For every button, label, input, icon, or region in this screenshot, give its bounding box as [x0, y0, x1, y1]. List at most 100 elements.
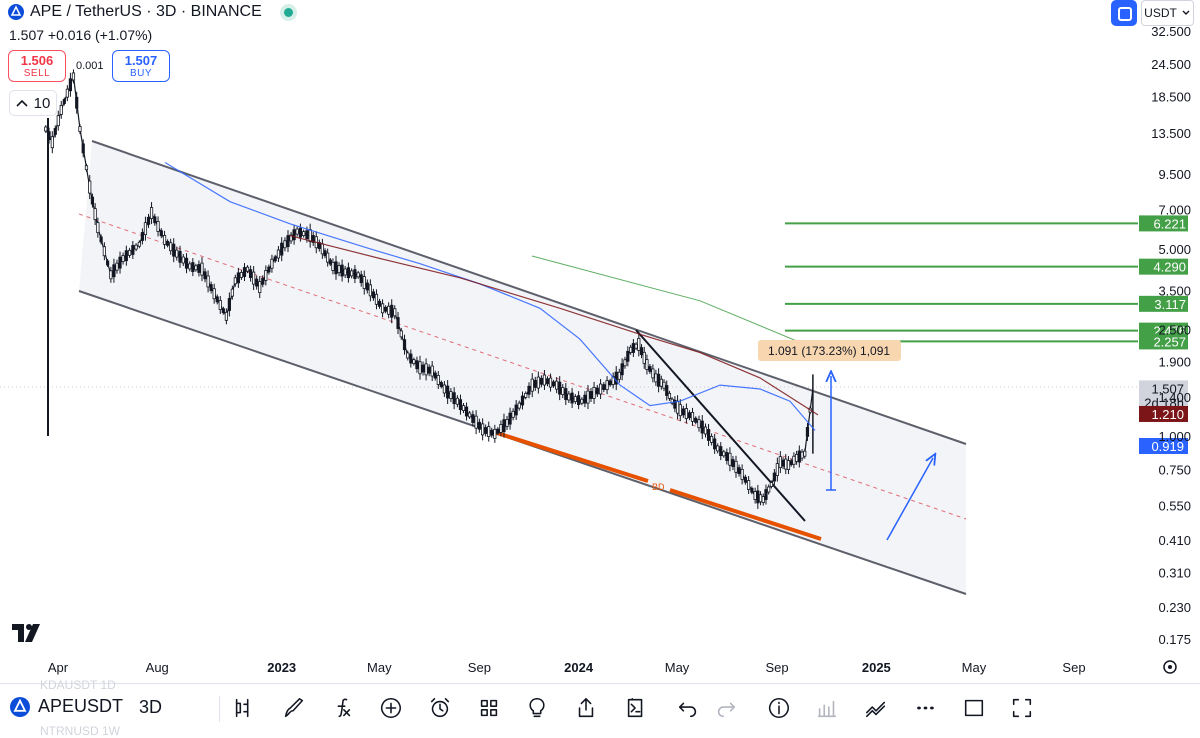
candle-body [121, 255, 125, 262]
candle-body [753, 491, 757, 501]
trend-button[interactable] [863, 695, 889, 721]
brush-button[interactable] [281, 695, 307, 721]
timeframe-selector[interactable]: 3D [139, 697, 163, 717]
candle-body [206, 275, 210, 288]
candle-body [442, 384, 446, 394]
price-change: 1.507 +0.016 (+1.07%) [9, 27, 153, 43]
info-icon-glyph [768, 697, 789, 718]
candle-body [131, 245, 135, 255]
auto-scale-button[interactable] [1111, 0, 1137, 26]
candles-button[interactable] [231, 695, 257, 721]
redo-button[interactable] [713, 695, 739, 721]
share-button[interactable] [573, 695, 599, 721]
candle-body [169, 242, 173, 252]
sell-button[interactable]: 1.506 SELL [8, 50, 66, 82]
candle-body [634, 343, 638, 349]
candle-body [191, 262, 195, 272]
candle-body [642, 351, 646, 364]
y-tick-label: 0.410 [1158, 533, 1191, 548]
fullscreen-icon [1012, 698, 1032, 718]
candle-body [474, 415, 478, 429]
replay-button[interactable] [623, 695, 649, 721]
price-badge-label: 1.507 [1151, 381, 1184, 396]
candle-body [697, 419, 701, 429]
idea-bulb-button[interactable] [524, 695, 550, 721]
candle-body [719, 446, 723, 457]
candle-body [775, 463, 779, 476]
toolbar-divider [219, 696, 220, 722]
plus-circle-button[interactable] [378, 695, 404, 721]
brush-icon [284, 697, 304, 718]
candle-body [402, 339, 407, 351]
candle-body [102, 246, 106, 257]
x-tick-label: May [962, 660, 987, 675]
candle-body [614, 371, 618, 385]
candle-body [805, 427, 810, 437]
info-button[interactable] [766, 695, 792, 721]
x-tick-label: Aug [146, 660, 169, 675]
symbol-label: APEUSDT [38, 696, 124, 716]
currency-select[interactable]: USDT [1141, 0, 1194, 26]
y-tick-label: 7.000 [1158, 203, 1191, 218]
y-tick-label: 0.750 [1158, 463, 1191, 478]
fullscreen-button[interactable] [1009, 695, 1035, 721]
candle-body [194, 265, 198, 271]
candle-body [573, 396, 577, 403]
x-tick-label: Apr [48, 660, 69, 675]
candle-body [305, 230, 309, 240]
candle-body [88, 180, 92, 194]
candle-body [159, 230, 163, 237]
candle-body [323, 250, 327, 257]
candle-body [452, 392, 456, 405]
redo-icon [717, 702, 736, 718]
candle-body [758, 494, 763, 503]
candle-body [527, 385, 531, 395]
rectangle-button[interactable] [961, 695, 987, 721]
y-tick-label: 0.230 [1158, 600, 1191, 615]
more-icon [917, 706, 934, 710]
x-tick-label: May [367, 660, 392, 675]
downtrend-line [635, 329, 806, 522]
more-button[interactable] [912, 695, 938, 721]
layout-grid-button[interactable] [476, 695, 502, 721]
candle-body [340, 264, 344, 277]
candle-body [602, 384, 606, 390]
y-tick-label: 5.000 [1158, 242, 1191, 257]
buy-button[interactable]: 1.507 BUY [112, 50, 170, 82]
candle-body [393, 308, 397, 317]
candle-body [505, 419, 509, 427]
bars-button[interactable] [814, 695, 840, 721]
candle-body [156, 221, 160, 232]
candle-body [690, 411, 695, 422]
candle-body [353, 269, 357, 279]
ma-green-line [531, 255, 819, 351]
candle-body [239, 272, 244, 278]
candle-body [651, 368, 655, 379]
candle-body [62, 99, 66, 104]
undo-button[interactable] [675, 695, 701, 721]
candle-body [542, 374, 547, 386]
x-tick-label: Sep [468, 660, 491, 675]
alarm-button[interactable] [427, 695, 453, 721]
candle-body [654, 373, 658, 383]
candle-body [795, 453, 799, 462]
candle-body [71, 72, 76, 81]
candle-body [215, 296, 219, 303]
candle-body [380, 303, 385, 314]
candle-body [93, 208, 97, 221]
candle-body [188, 263, 192, 270]
fx-icon [337, 698, 351, 718]
candle-body [750, 487, 754, 493]
candle-body [359, 274, 363, 284]
candle-body [778, 456, 782, 469]
candle-body [561, 387, 565, 395]
candle-body [533, 379, 537, 388]
idea-bulb-icon-glyph [529, 697, 545, 718]
fx-button[interactable] [329, 695, 355, 721]
candle-body [694, 417, 698, 423]
symbol-selector[interactable]: APEUSDT [10, 696, 123, 717]
ma-blue-line [164, 161, 816, 431]
candle-body [502, 419, 506, 433]
indicator-collapse-button[interactable]: 10 [9, 90, 57, 116]
